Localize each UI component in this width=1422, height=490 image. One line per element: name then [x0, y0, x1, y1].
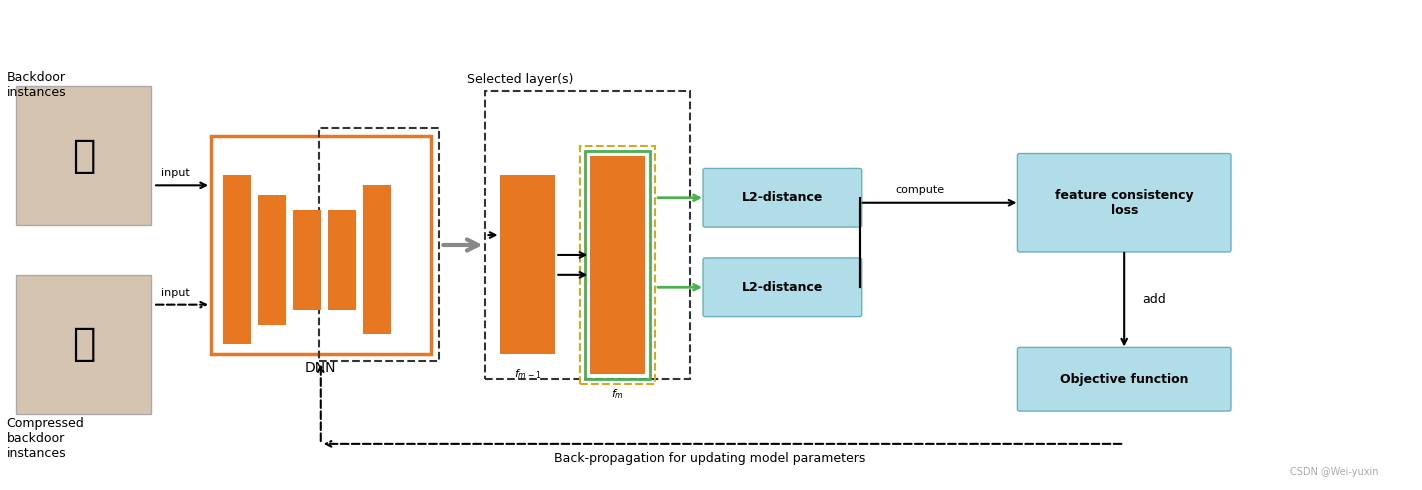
Bar	[17, 275, 151, 414]
Bar	[327, 210, 356, 310]
Bar	[485, 91, 690, 379]
Bar	[319, 128, 438, 361]
FancyBboxPatch shape	[1017, 153, 1231, 252]
Bar	[501, 175, 556, 354]
Text: Compressed
backdoor
instances: Compressed backdoor instances	[6, 417, 84, 460]
Bar	[223, 175, 250, 344]
Text: Back-propagation for updating model parameters: Back-propagation for updating model para…	[555, 452, 866, 465]
Text: L2-distance: L2-distance	[742, 191, 823, 204]
FancyBboxPatch shape	[702, 169, 862, 227]
Text: DNN: DNN	[304, 361, 337, 375]
Text: feature consistency
loss: feature consistency loss	[1055, 189, 1193, 217]
Bar	[17, 86, 151, 225]
Text: Backdoor
instances: Backdoor instances	[6, 71, 65, 99]
Text: compute: compute	[894, 185, 944, 195]
Text: CSDN @Wei-yuxin: CSDN @Wei-yuxin	[1290, 466, 1379, 477]
Bar	[210, 136, 431, 354]
Text: $f_m$: $f_m$	[611, 387, 624, 401]
Text: input: input	[161, 169, 189, 178]
Bar	[580, 146, 656, 384]
Text: $f_{m-1}$: $f_{m-1}$	[515, 368, 542, 381]
Bar	[257, 196, 286, 324]
Bar	[586, 150, 650, 379]
Text: 👩: 👩	[73, 325, 95, 364]
Text: Selected layer(s): Selected layer(s)	[468, 73, 573, 86]
Text: Objective function: Objective function	[1059, 373, 1189, 386]
Bar	[293, 210, 321, 310]
Text: add: add	[1142, 293, 1166, 306]
Bar	[590, 155, 646, 374]
FancyBboxPatch shape	[1017, 347, 1231, 411]
Text: input: input	[161, 288, 189, 298]
Text: 👩: 👩	[73, 137, 95, 174]
FancyBboxPatch shape	[702, 258, 862, 317]
Text: L2-distance: L2-distance	[742, 281, 823, 294]
Bar	[363, 185, 391, 335]
